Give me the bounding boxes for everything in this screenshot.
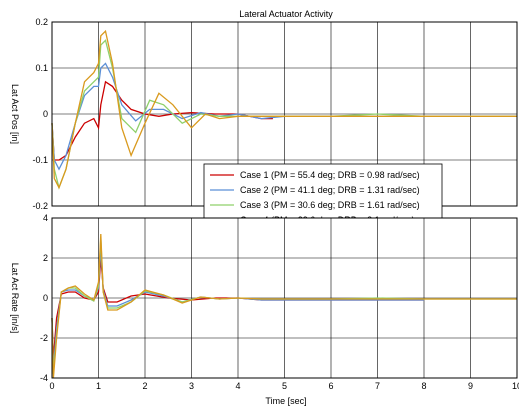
x-tick-label: 5 — [282, 381, 287, 391]
x-tick-label: 7 — [375, 381, 380, 391]
legend-entry-case-2: Case 2 (PM = 41.1 deg; DRB = 1.31 rad/se… — [240, 185, 420, 195]
x-axis-label: Time [sec] — [265, 396, 306, 406]
series-line-case-4 — [51, 233, 517, 379]
legend-entry-case-1: Case 1 (PM = 55.4 deg; DRB = 0.98 rad/se… — [240, 170, 420, 180]
subplot-2: -4 -2 0 2 4 0 1 2 3 4 5 6 7 8 9 10 Lat Act Rate [in/s] — [10, 213, 519, 391]
subplot-1: -0.2 -0.1 0 0.1 0.2 Lat Act Pos [in] Case 1 (P… — [10, 17, 518, 233]
series-line-case-2 — [51, 247, 424, 369]
y-tick-label: -4 — [40, 373, 48, 383]
y-tick-label: 0.1 — [35, 63, 48, 73]
y-axis-label: Lat Act Pos [in] — [10, 84, 20, 144]
y-tick-label: 0 — [43, 109, 48, 119]
legend-entry-case-3: Case 3 (PM = 30.6 deg; DRB = 1.61 rad/se… — [240, 200, 420, 210]
x-tick-label: 4 — [235, 381, 240, 391]
y-tick-label: 4 — [43, 213, 48, 223]
x-tick-label: 8 — [421, 381, 426, 391]
plot-frame — [51, 217, 518, 379]
x-tick-label: 10 — [512, 381, 519, 391]
x-tick-label: 2 — [142, 381, 147, 391]
x-tick-label: 3 — [189, 381, 194, 391]
y-axis-label: Lat Act Rate [in/s] — [10, 263, 20, 334]
y-tick-label: 0.2 — [35, 17, 48, 27]
x-tick-label: 0 — [49, 381, 54, 391]
y-tick-label: 0 — [43, 293, 48, 303]
y-tick-label: -0.1 — [32, 155, 48, 165]
series-line-case-4 — [51, 29, 517, 190]
x-tick-label: 1 — [96, 381, 101, 391]
y-tick-label: -0.2 — [32, 201, 48, 211]
x-tick-label: 6 — [328, 381, 333, 391]
plots-group: -0.2 -0.1 0 0.1 0.2 Lat Act Pos [in] Case 1 (P… — [10, 17, 519, 391]
x-tick-label: 9 — [468, 381, 473, 391]
y-tick-label: -2 — [40, 333, 48, 343]
chart-title: Lateral Actuator Activity — [239, 9, 333, 19]
y-tick-label: 2 — [43, 253, 48, 263]
